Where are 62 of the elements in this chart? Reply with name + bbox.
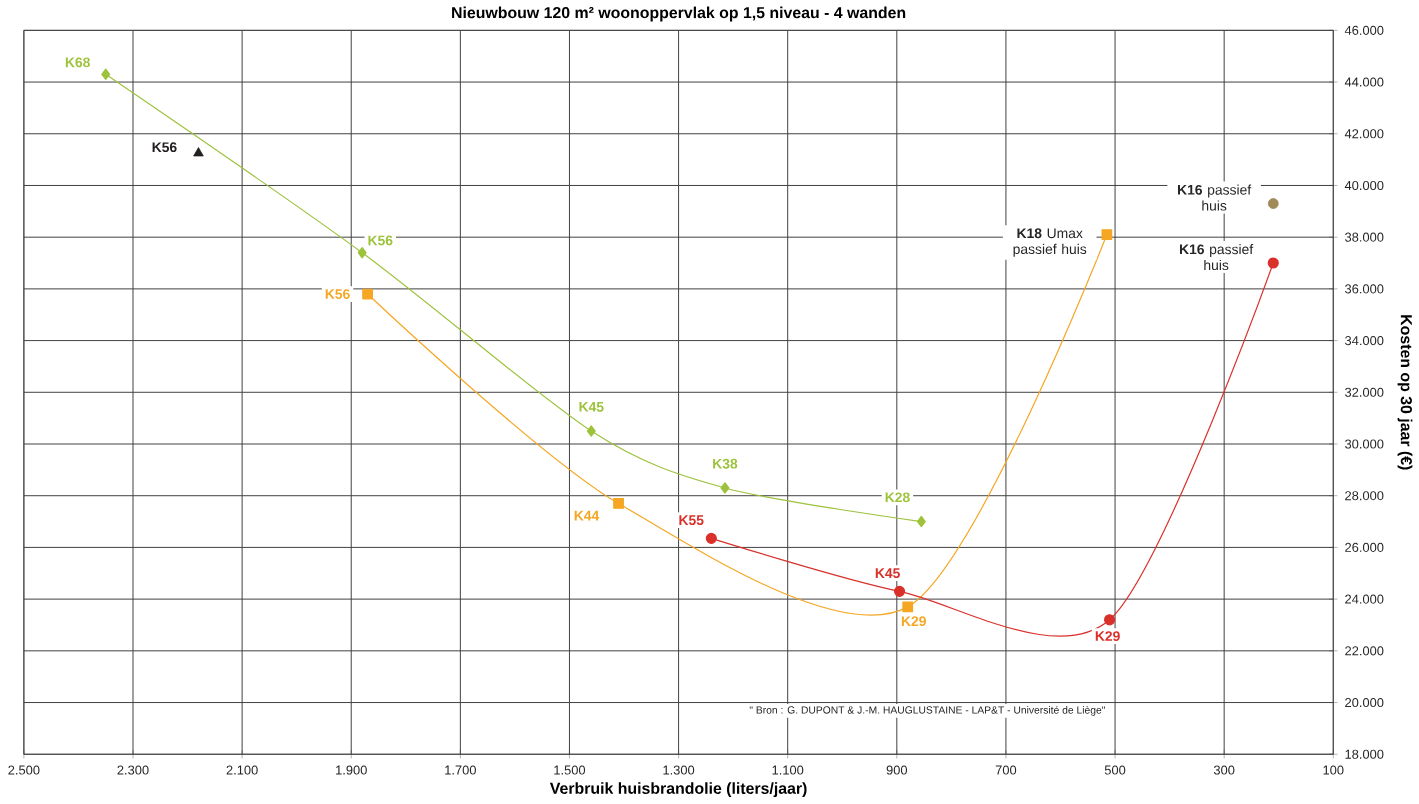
- data-label: K44: [574, 510, 600, 521]
- x-tick-label: 1.100: [772, 765, 804, 775]
- data-label: K28: [885, 492, 910, 503]
- y-tick-label: 20.000: [1345, 698, 1384, 708]
- data-label: K45: [875, 568, 900, 579]
- y-tick-label: 34.000: [1345, 336, 1384, 346]
- y-tick-label: 36.000: [1345, 284, 1384, 294]
- point: [1101, 229, 1113, 241]
- x-tick-label: 2.500: [8, 765, 40, 775]
- x-tick-label: 500: [1104, 765, 1126, 775]
- y-tick-label: 22.000: [1345, 646, 1384, 656]
- data-label: K16 passief huis: [1179, 244, 1254, 271]
- point: [902, 601, 914, 613]
- point: [916, 515, 926, 528]
- y-tick-label: 42.000: [1344, 129, 1384, 139]
- data-label: K56: [325, 289, 350, 300]
- data-label: K38: [713, 458, 738, 469]
- point: [362, 288, 373, 300]
- point: [1267, 257, 1279, 269]
- point: [101, 68, 111, 81]
- x-axis-title: Verbruik huisbrandolie (liters/jaar): [549, 782, 807, 798]
- x-tick-label: 1.300: [663, 765, 695, 775]
- point: [613, 498, 624, 509]
- x-tick-label: 1.700: [445, 765, 476, 775]
- data-label: K56: [368, 235, 393, 246]
- y-tick-label: 28.000: [1345, 491, 1384, 501]
- x-tick-label: 300: [1213, 765, 1235, 775]
- point: [1104, 614, 1116, 626]
- x-tick-label: 1.900: [336, 765, 367, 775]
- y-tick-label: 18.000: [1345, 749, 1384, 759]
- y-tick-label: 24.000: [1345, 594, 1384, 604]
- y-tick-label: 30.000: [1345, 439, 1384, 449]
- x-tick-label: 100: [1323, 765, 1344, 775]
- x-tick-label: 2.300: [117, 765, 149, 775]
- point: [720, 482, 730, 494]
- x-tick-label: 1.500: [554, 765, 586, 775]
- data-label: K56: [152, 142, 177, 153]
- y-axis-title: Kosten op 30 jaar (€): [1397, 315, 1413, 470]
- y-tick-label: 46.000: [1344, 25, 1384, 36]
- chart-title: Nieuwbouw 120 m² woonoppervlak op 1,5 niveau - 4 wanden: [452, 6, 906, 22]
- x-tick-label: 700: [995, 765, 1017, 775]
- y-tick-label: 32.000: [1345, 387, 1384, 398]
- x-tick-label: 900: [886, 765, 908, 775]
- y-tick-label: 26.000: [1345, 543, 1384, 553]
- point: [1267, 198, 1279, 210]
- point: [357, 247, 367, 259]
- point: [586, 425, 596, 438]
- point: [893, 585, 906, 598]
- point: [705, 532, 717, 545]
- annotation: " Bron : G. DUPONT & J.-M. HAUGLUSTAINE - LAP&T - Université de Liège": [749, 706, 1105, 716]
- data-label: K29: [901, 616, 926, 627]
- data-label: K45: [579, 402, 604, 412]
- point: [193, 147, 204, 157]
- data-label: K55: [679, 515, 704, 526]
- data-label: K68: [65, 57, 90, 68]
- data-label: K18 Umax passief huis: [1013, 228, 1087, 257]
- data-label: K29: [1095, 631, 1120, 642]
- y-tick-label: 38.000: [1345, 232, 1384, 242]
- y-tick-label: 44.000: [1344, 77, 1384, 87]
- x-tick-label: 2.100: [226, 765, 258, 775]
- y-tick-label: 40.000: [1344, 181, 1384, 191]
- data-label: K16 passief huis: [1178, 184, 1252, 211]
